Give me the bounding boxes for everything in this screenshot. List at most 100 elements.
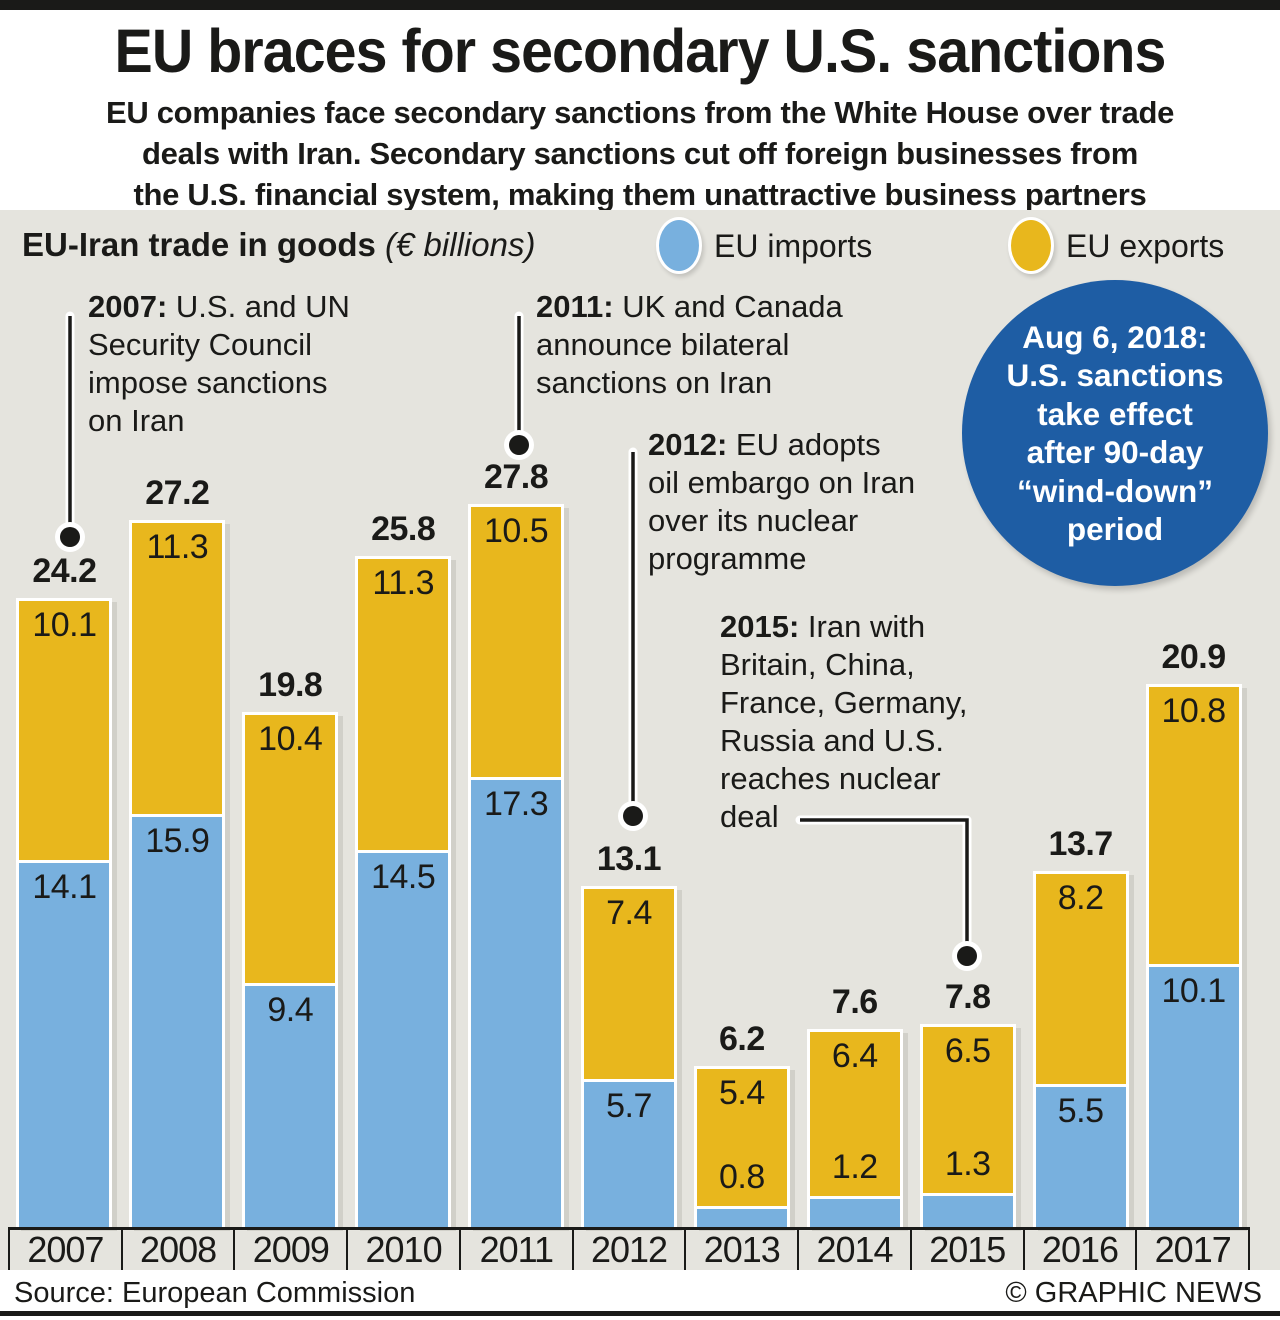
imports-segment-2016: [1035, 1086, 1126, 1227]
imports-label-2014: 1.2: [831, 1147, 878, 1186]
exports-segment-2016: [1035, 873, 1126, 1087]
chart-title-text: EU-Iran trade in goods: [22, 226, 376, 263]
year-label-2008: 2008: [123, 1230, 236, 1270]
page-title: EU braces for secondary U.S. sanctions: [114, 17, 1167, 85]
badge-line: after 90-day: [1026, 434, 1204, 470]
imports-label-2008: 15.9: [145, 821, 210, 860]
imports-label-2016: 5.5: [1057, 1092, 1104, 1130]
exports-label-2016: 8.2: [1057, 878, 1104, 917]
badge-line: period: [1066, 511, 1164, 547]
annotation-2015: 2015: Iran with Britain, China, France, …: [720, 608, 968, 836]
exports-label-2009: 10.4: [258, 720, 323, 759]
bar-group-2007: [16, 597, 113, 1227]
exports-segment-2010: [358, 559, 449, 853]
exports-label-2010: 11.3: [372, 564, 434, 603]
imports-segment-2017: [1148, 967, 1239, 1227]
total-label-2013: 6.2: [719, 1019, 765, 1058]
annotation-2012-year: 2012:: [648, 427, 728, 462]
annotation-2011-year: 2011:: [536, 289, 614, 324]
exports-label-2014: 6.4: [831, 1037, 878, 1076]
year-label-2017: 2017: [1154, 1229, 1232, 1270]
imports-segment-2012: [583, 1081, 674, 1227]
exports-segment-2008: [132, 522, 223, 817]
exports-segment-2011: [471, 507, 562, 781]
annotation-2015-text: Iran with Britain, China, France, German…: [720, 609, 968, 834]
exports-label-2013: 5.4: [719, 1073, 765, 1112]
chart-title: EU-Iran trade in goods (€ billions): [22, 226, 535, 264]
x-axis: 2007 2008 2009 2010 2011 2012 2013 2014 2015 2016…: [8, 1227, 1250, 1270]
exports-label-2011: 10.5: [483, 512, 549, 551]
bar-group-2014: [806, 1029, 903, 1227]
imports-label-2007: 14.1: [32, 868, 97, 907]
exports-segment-2017: [1148, 686, 1239, 968]
exports-label-2008: 11.3: [146, 527, 209, 566]
badge-line: Aug 6, 2018:: [1022, 318, 1208, 355]
year-label-2011: 2011: [461, 1230, 574, 1270]
year-label-2015: 2015: [912, 1230, 1025, 1270]
bar-group-2017: [1145, 683, 1242, 1227]
exports-segment-2013: [696, 1068, 787, 1210]
imports-segment-2014: [809, 1198, 900, 1227]
chart-unit: (€ billions): [375, 226, 536, 263]
total-label-2011: 27.8: [483, 458, 549, 497]
badge-line: take effect: [1037, 395, 1193, 432]
imports-label-2017: 10.1: [1161, 972, 1226, 1011]
exports-label-2007: 10.1: [32, 605, 97, 644]
exports-label-2012: 7.4: [606, 894, 652, 933]
exports-label-2015: 6.5: [944, 1032, 991, 1071]
exports-segment-2009: [245, 715, 336, 986]
exports-segment-2012: [583, 889, 674, 1082]
imports-segment-2013: [696, 1209, 787, 1227]
total-label-2015: 7.8: [944, 978, 991, 1017]
annotation-2007-year: 2007:: [88, 289, 168, 324]
year-label-2009: 2009: [235, 1230, 349, 1270]
imports-segment-2010: [358, 852, 449, 1227]
imports-label-2012: 5.7: [606, 1086, 652, 1125]
total-label-2009: 19.8: [258, 666, 323, 705]
page-subtitle: EU companies face secondary sanctions fr…: [0, 92, 1280, 215]
top-black-bar: [0, 0, 1280, 10]
total-label-2014: 7.6: [831, 983, 878, 1022]
sanctions-date-badge: Aug 6, 2018: U.S. sanctions take effect …: [962, 280, 1268, 586]
imports-segment-2011: [471, 780, 562, 1227]
year-label-2013: 2013: [686, 1230, 800, 1270]
exports-label-2017: 10.8: [1161, 691, 1226, 730]
annotation-2007-text: U.S. and UN Security Council impose sanc…: [88, 289, 350, 438]
imports-label-2010: 14.5: [371, 858, 436, 896]
total-label-2017: 20.9: [1161, 637, 1226, 676]
annotation-2012: 2012: EU adopts oil embargo on Iran over…: [648, 426, 915, 578]
imports-label-2011: 17.3: [483, 785, 549, 824]
total-label-2007: 24.2: [32, 551, 97, 590]
year-label-2014: 2014: [799, 1230, 912, 1270]
imports-label-2013: 0.8: [719, 1158, 765, 1197]
exports-segment-2014: [809, 1032, 900, 1199]
bar-group-2009: [242, 712, 339, 1227]
legend-imports-swatch: [656, 217, 702, 274]
total-label-2016: 13.7: [1048, 824, 1114, 863]
bar-group-2013: [693, 1065, 790, 1227]
bar-group-2008: [129, 519, 226, 1227]
legend-exports-label: EU exports: [1066, 228, 1225, 264]
bottom-black-rule: [0, 1311, 1280, 1316]
subtitle-line: deals with Iran. Secondary sanctions cut…: [142, 136, 1138, 171]
imports-segment-2008: [132, 816, 223, 1227]
total-label-2012: 13.1: [596, 840, 662, 879]
exports-segment-2015: [922, 1027, 1013, 1197]
source-credit: Source: European Commission: [14, 1277, 416, 1309]
annotation-2012-text: EU adopts oil embargo on Iran over its n…: [648, 427, 916, 576]
imports-label-2009: 9.4: [267, 990, 314, 1029]
annotation-2015-year: 2015:: [720, 609, 800, 644]
annotation-2007: 2007: U.S. and UN Security Council impos…: [88, 288, 350, 440]
exports-segment-2007: [19, 600, 110, 864]
imports-label-2015: 1.3: [944, 1145, 991, 1184]
bar-group-2015: [919, 1024, 1016, 1227]
imports-segment-2009: [245, 985, 336, 1227]
imports-segment-2015: [922, 1196, 1013, 1227]
total-label-2010: 25.8: [371, 510, 436, 549]
bar-group-2010: [355, 556, 452, 1227]
badge-line: U.S. sanctions: [1006, 357, 1224, 393]
annotation-2011: 2011: UK and Canada announce bilateral s…: [536, 288, 843, 402]
legend-exports-swatch: [1008, 217, 1054, 274]
year-label-2010: 2010: [348, 1230, 461, 1270]
